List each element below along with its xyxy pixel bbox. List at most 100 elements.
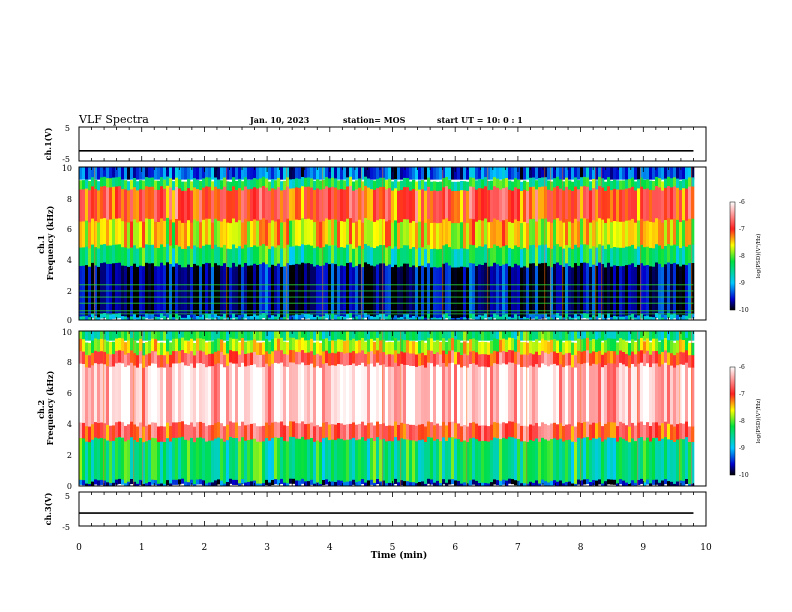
spectrogram-cell bbox=[184, 439, 188, 483]
spectrogram-cell bbox=[367, 480, 371, 486]
spectrogram-cell bbox=[412, 221, 416, 248]
spectrogram-cell bbox=[631, 364, 635, 424]
spectrogram-cell bbox=[574, 167, 578, 180]
spectrogram-cell bbox=[148, 245, 152, 264]
spectrogram-cell bbox=[232, 351, 236, 364]
spectrogram-cell bbox=[196, 221, 200, 248]
spectrogram-cell bbox=[376, 188, 380, 221]
spectrogram-cell bbox=[97, 181, 101, 191]
spectrogram-cell bbox=[295, 480, 299, 486]
spectrogram-cell bbox=[499, 221, 503, 249]
spectrogram-cell bbox=[553, 438, 557, 481]
spectrogram-cell bbox=[241, 421, 245, 438]
spectrogram-cell bbox=[400, 189, 404, 223]
spectrogram-cell bbox=[481, 425, 485, 442]
spectrogram-cell bbox=[568, 189, 572, 223]
spectrogram-cell bbox=[292, 220, 296, 247]
spectrogram-cell bbox=[604, 439, 608, 482]
spectrogram-cell bbox=[421, 167, 425, 180]
spectrogram-cell bbox=[424, 442, 428, 485]
spectrogram-cell bbox=[499, 180, 503, 190]
spectrogram-cell bbox=[451, 479, 455, 485]
spectrogram-cell bbox=[583, 331, 587, 341]
spectrogram-cell bbox=[412, 424, 416, 441]
spectrogram-cell bbox=[124, 367, 128, 427]
spectrogram-cell bbox=[625, 366, 629, 426]
spectrogram-cell bbox=[322, 331, 326, 341]
spectrogram-cell bbox=[538, 355, 542, 368]
spectrogram-cell bbox=[643, 482, 647, 486]
spectrogram-cell bbox=[157, 180, 161, 191]
spectrogram-cell bbox=[499, 331, 503, 341]
spectrogram-cell bbox=[475, 364, 479, 424]
spectrogram-cell bbox=[409, 190, 413, 224]
spectrogram-cell bbox=[502, 351, 506, 364]
spectrogram-cell bbox=[166, 351, 170, 365]
spectrogram-cell bbox=[271, 188, 275, 221]
spectrogram-cell bbox=[541, 186, 545, 220]
spectrogram-cell bbox=[292, 246, 296, 266]
spectrogram-cell bbox=[469, 218, 473, 246]
spectrogram-cell bbox=[292, 362, 296, 422]
spectrogram-cell bbox=[409, 222, 413, 250]
spectrogram-cell bbox=[133, 167, 137, 180]
spectrogram-cell bbox=[259, 331, 263, 341]
spectrogram-cell bbox=[469, 480, 473, 486]
spectrogram-streak bbox=[400, 331, 402, 486]
spectrogram-cell bbox=[211, 167, 215, 180]
spectrogram-cell bbox=[253, 219, 257, 246]
spectrogram-cell bbox=[349, 439, 353, 482]
spectrogram-cell bbox=[445, 218, 449, 245]
spectrogram-cell bbox=[301, 244, 305, 264]
spectrogram-cell bbox=[544, 423, 548, 440]
spectrogram-cell bbox=[361, 222, 365, 250]
spectrogram-cell bbox=[496, 167, 500, 180]
spectrogram-cell bbox=[223, 426, 227, 443]
spectrogram-cell bbox=[199, 479, 203, 485]
spectrogram-cell bbox=[664, 421, 668, 438]
spectrogram-cell bbox=[475, 331, 479, 341]
spectrogram-cell bbox=[613, 338, 617, 352]
spectrogram-cell bbox=[646, 422, 650, 438]
spectrogram-cell bbox=[172, 437, 176, 481]
spectrogram-cell bbox=[127, 365, 131, 425]
spectrogram-cell bbox=[568, 439, 572, 482]
spectrogram-cell bbox=[322, 167, 326, 180]
spectrogram-cell bbox=[277, 422, 281, 439]
spectrogram-cell bbox=[565, 340, 569, 354]
spectrogram-cell bbox=[316, 425, 320, 441]
spectrogram-cell bbox=[436, 181, 440, 192]
spectrogram-cell bbox=[427, 331, 431, 341]
spectrogram-cell bbox=[175, 351, 179, 364]
spectrogram-cell bbox=[205, 483, 209, 486]
spectrogram-cell bbox=[169, 441, 173, 484]
spectrogram-cell bbox=[157, 342, 161, 356]
spectrogram-cell bbox=[202, 167, 206, 180]
spectrogram-cell bbox=[484, 366, 488, 426]
spectrogram-cell bbox=[205, 262, 209, 314]
spectrogram-cell bbox=[517, 423, 521, 440]
spectrogram-cell bbox=[142, 247, 146, 267]
spectrogram-cell bbox=[148, 167, 152, 180]
spectrogram-cell bbox=[604, 223, 608, 250]
spectrogram-cell bbox=[607, 363, 611, 423]
spectrogram-cell bbox=[145, 342, 149, 355]
spectrogram-cell bbox=[115, 177, 119, 187]
spectrogram-cell bbox=[169, 483, 173, 486]
spectrogram-cell bbox=[262, 186, 266, 219]
spectrogram-cell bbox=[151, 167, 155, 180]
spectrogram-cell bbox=[628, 188, 632, 221]
spectrogram-cell bbox=[397, 222, 401, 250]
spectrogram-cell bbox=[289, 436, 293, 480]
spectrogram-cell bbox=[664, 338, 668, 351]
spectrogram-cell bbox=[667, 364, 671, 425]
spectrogram-cell bbox=[277, 363, 281, 423]
spectrogram-cell bbox=[106, 341, 110, 355]
spectrogram-cell bbox=[115, 422, 119, 439]
spectrogram-cell bbox=[118, 437, 122, 480]
spectrogram-cell bbox=[463, 317, 467, 320]
spectrogram-cell bbox=[382, 186, 386, 220]
spectrogram-cell bbox=[343, 266, 347, 317]
spectrogram-cell bbox=[670, 187, 674, 220]
spectrogram-cell bbox=[343, 167, 347, 180]
